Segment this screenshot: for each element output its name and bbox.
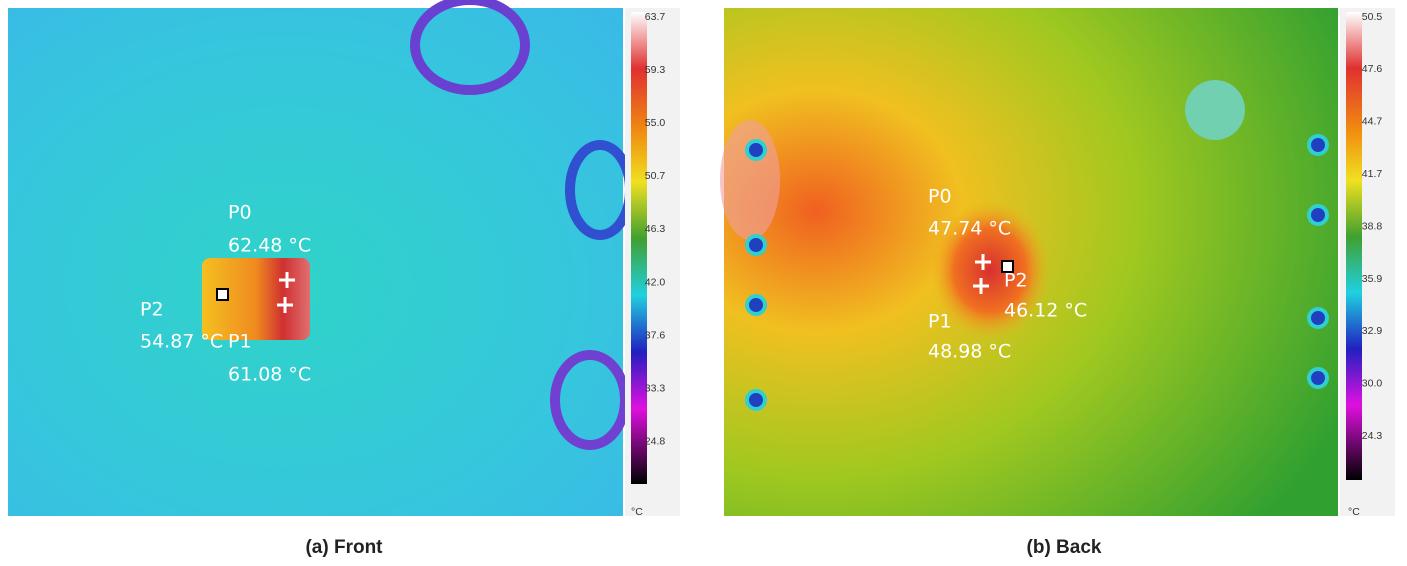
scale-label: 32.9 bbox=[1362, 325, 1383, 337]
scale-label: 44.7 bbox=[1362, 116, 1383, 128]
caption: (a) Front bbox=[305, 537, 383, 558]
scale-unit: °C bbox=[1348, 506, 1360, 518]
thermal-image bbox=[8, 8, 623, 516]
scale-label: 55.0 bbox=[645, 117, 666, 129]
point-name: P1 bbox=[228, 331, 252, 353]
color-scale bbox=[631, 12, 647, 484]
point-temp: 48.98 °C bbox=[928, 341, 1011, 363]
point-temp: 46.12 °C bbox=[1004, 300, 1087, 322]
hotspot bbox=[720, 120, 780, 240]
caption: (b) Back bbox=[1027, 537, 1102, 558]
scale-label: 37.6 bbox=[645, 329, 666, 341]
point-name: P1 bbox=[928, 311, 952, 333]
point-temp: 61.08 °C bbox=[228, 364, 311, 386]
scale-label: 42.0 bbox=[645, 276, 666, 288]
scale-label: 33.3 bbox=[645, 382, 666, 394]
point-name: P2 bbox=[1004, 270, 1028, 292]
point-name: P0 bbox=[228, 202, 252, 224]
point-temp: 62.48 °C bbox=[228, 235, 311, 257]
scale-label: 30.0 bbox=[1362, 378, 1383, 390]
point-temp: 47.74 °C bbox=[928, 218, 1011, 240]
scale-label: 50.7 bbox=[645, 170, 666, 182]
scale-label: 24.8 bbox=[645, 436, 666, 448]
scale-label: 41.7 bbox=[1362, 168, 1383, 180]
scale-label: 24.3 bbox=[1362, 430, 1383, 442]
scale-unit: °C bbox=[631, 506, 643, 518]
scale-label: 63.7 bbox=[645, 11, 666, 23]
point-temp: 54.87 °C bbox=[140, 331, 223, 353]
scale-label: 38.8 bbox=[1362, 220, 1383, 232]
scale-label: 59.3 bbox=[645, 64, 666, 76]
point-name: P0 bbox=[928, 186, 952, 208]
marker-square bbox=[217, 289, 228, 300]
scale-label: 47.6 bbox=[1362, 63, 1383, 75]
color-scale bbox=[1346, 12, 1362, 480]
figure: (a) Front 63.7 59.3 55.0 50.7 46.3 42.0 37.6 33.… bbox=[0, 0, 1407, 566]
point-name: P2 bbox=[140, 299, 164, 321]
scale-label: 46.3 bbox=[645, 223, 666, 235]
scale-label: 50.5 bbox=[1362, 11, 1383, 23]
thermal-detail bbox=[1185, 80, 1245, 140]
scale-label: 35.9 bbox=[1362, 273, 1383, 285]
